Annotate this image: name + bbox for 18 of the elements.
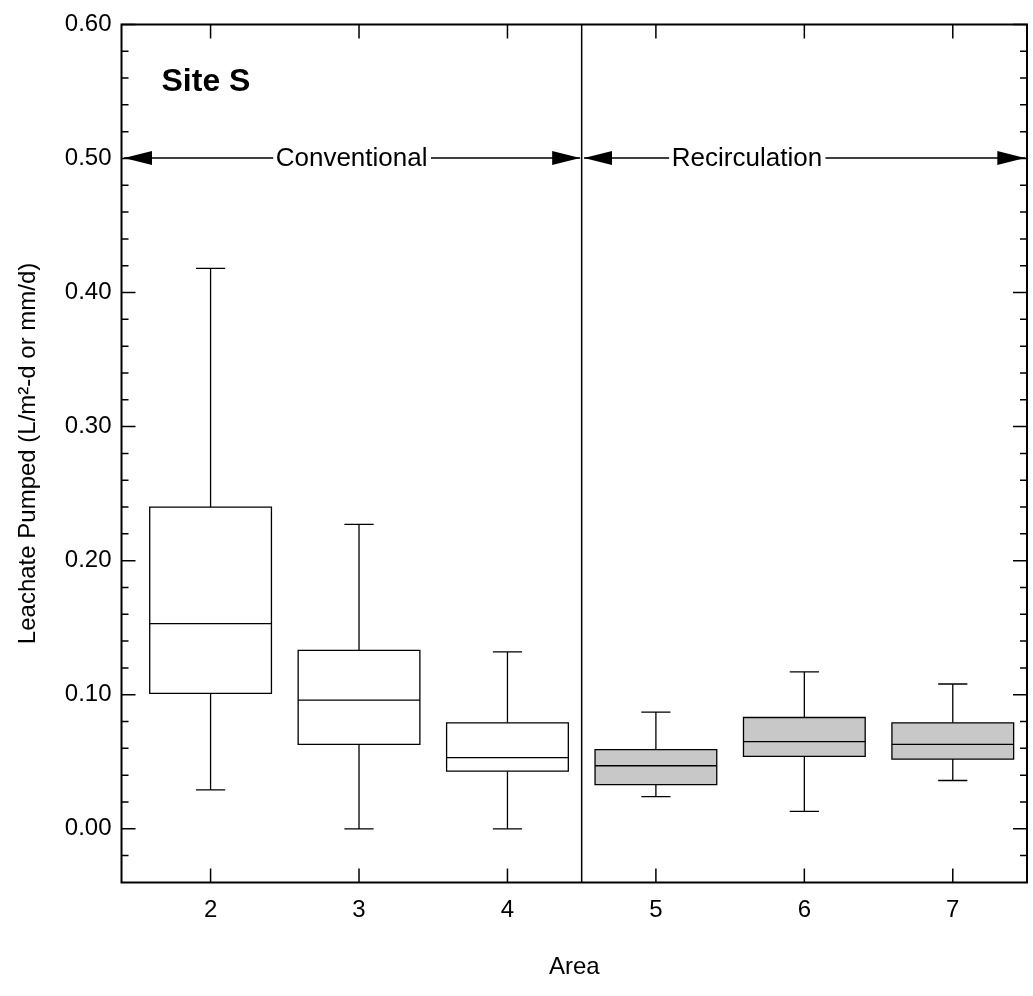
y-tick-label: 0.10 — [64, 679, 112, 707]
annotation: Conventional — [275, 141, 428, 172]
annotation: Recirculation — [671, 141, 823, 172]
x-tick-label: 7 — [946, 895, 960, 923]
y-tick-label: 0.40 — [64, 277, 112, 305]
y-tick-label: 0.20 — [64, 545, 112, 573]
annotation: Site S — [161, 62, 251, 99]
y-tick-label: 0.50 — [64, 143, 112, 171]
y-tick-label: 0.00 — [64, 813, 112, 841]
y-axis-title: Leachate Pumped (L/m²-d or mm/d) — [13, 262, 41, 645]
x-tick-label: 5 — [649, 895, 663, 923]
x-tick-label: 2 — [203, 895, 218, 923]
x-tick-label: 3 — [352, 895, 366, 923]
y-tick-label: 0.30 — [64, 411, 112, 439]
y-tick-label: 0.60 — [64, 9, 112, 37]
x-axis-title: Area — [548, 952, 601, 980]
x-tick-label: 4 — [500, 895, 515, 923]
x-tick-label: 6 — [797, 895, 812, 923]
